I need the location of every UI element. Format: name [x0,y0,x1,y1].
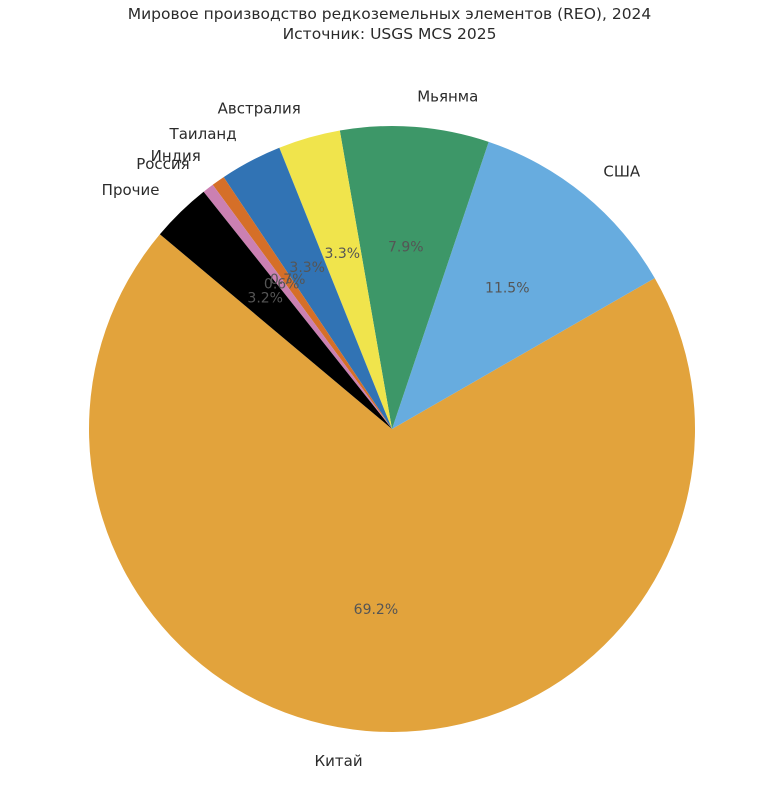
pie-label-india: Индия [151,147,201,165]
pie-slice-australia [279,130,392,429]
chart-title: Мировое производство редкоземельных элем… [127,5,652,23]
pie-pct-india: 0.7% [270,272,306,288]
pie-pct-russia: 0.6% [264,277,300,293]
pie-pct-others: 3.2% [247,291,283,307]
pie-slice-others [159,191,392,429]
chart-subtitle: Источник: USGS MCS 2025 [282,24,497,43]
pie-slice-china [89,234,696,733]
pie-label-china: Китай [315,752,363,770]
pie-label-myanmar: Мьянма [417,88,478,106]
chart-header: Мировое производство редкоземельных элем… [0,5,779,44]
pie-slice-india [212,177,392,429]
pie-pct-china: 69.2% [354,602,398,618]
pie-label-russia: Россия [136,155,190,173]
pie-pct-myanmar: 7.9% [388,240,424,256]
pie-pct-usa: 11.5% [485,281,529,297]
pie-label-others: Прочие [102,181,160,199]
pie-slice-russia [203,184,392,429]
pie-labels: 69.2% Китай 11.5% США 7.9% Мьянма 3.3% Австрали… [102,88,641,770]
pie-slice-usa [392,141,655,429]
pie-pct-australia: 3.3% [325,246,361,262]
pie-pct-thailand: 3.3% [289,260,325,276]
pie-slices [89,126,696,733]
pie-label-thailand: Таиланд [169,125,237,143]
pie-label-usa: США [603,162,641,180]
pie-slice-myanmar [339,126,489,430]
pie-label-australia: Австралия [218,99,301,117]
pie-slice-thailand [223,147,392,430]
